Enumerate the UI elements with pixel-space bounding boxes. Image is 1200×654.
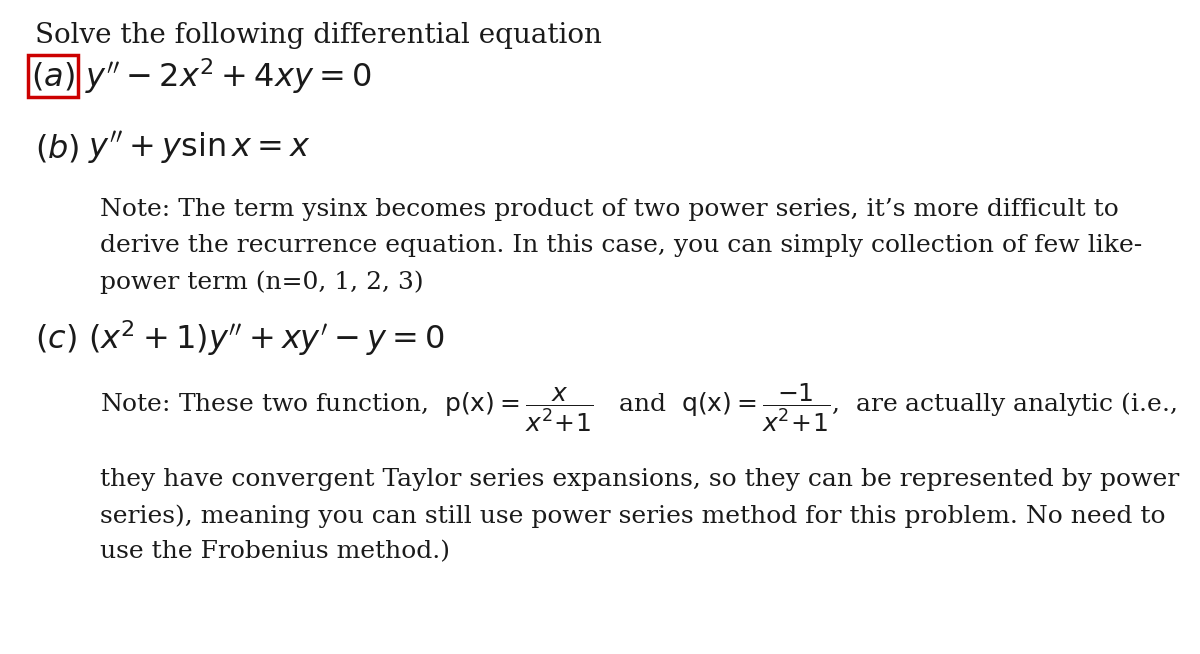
Text: power term (n=0, 1, 2, 3): power term (n=0, 1, 2, 3) bbox=[100, 270, 424, 294]
Text: Note: These two function,  $\mathrm{p(x)} = \dfrac{x}{x^2\!+\!1}$   and  $\mathr: Note: These two function, $\mathrm{p(x)}… bbox=[100, 382, 1177, 434]
Text: they have convergent Taylor series expansions, so they can be represented by pow: they have convergent Taylor series expan… bbox=[100, 468, 1180, 491]
Bar bbox=[28, 55, 78, 97]
Text: Note: The term ysinx becomes product of two power series, it’s more difficult to: Note: The term ysinx becomes product of … bbox=[100, 198, 1118, 221]
Text: use the Frobenius method.): use the Frobenius method.) bbox=[100, 540, 450, 563]
Text: $y'' + y\sin x = x$: $y'' + y\sin x = x$ bbox=[88, 130, 311, 166]
Text: $(x^2 + 1)y'' + xy' - y = 0$: $(x^2 + 1)y'' + xy' - y = 0$ bbox=[88, 318, 445, 358]
Text: $(b)$: $(b)$ bbox=[35, 132, 79, 164]
Text: series), meaning you can still use power series method for this problem. No need: series), meaning you can still use power… bbox=[100, 504, 1165, 528]
Text: $(a)$: $(a)$ bbox=[31, 60, 74, 92]
Text: $y'' - 2x^2 + 4xy = 0$: $y'' - 2x^2 + 4xy = 0$ bbox=[85, 56, 372, 96]
Text: derive the recurrence equation. In this case, you can simply collection of few l: derive the recurrence equation. In this … bbox=[100, 234, 1142, 257]
Text: Solve the following differential equation: Solve the following differential equatio… bbox=[35, 22, 602, 49]
Text: $(c)$: $(c)$ bbox=[35, 322, 77, 354]
